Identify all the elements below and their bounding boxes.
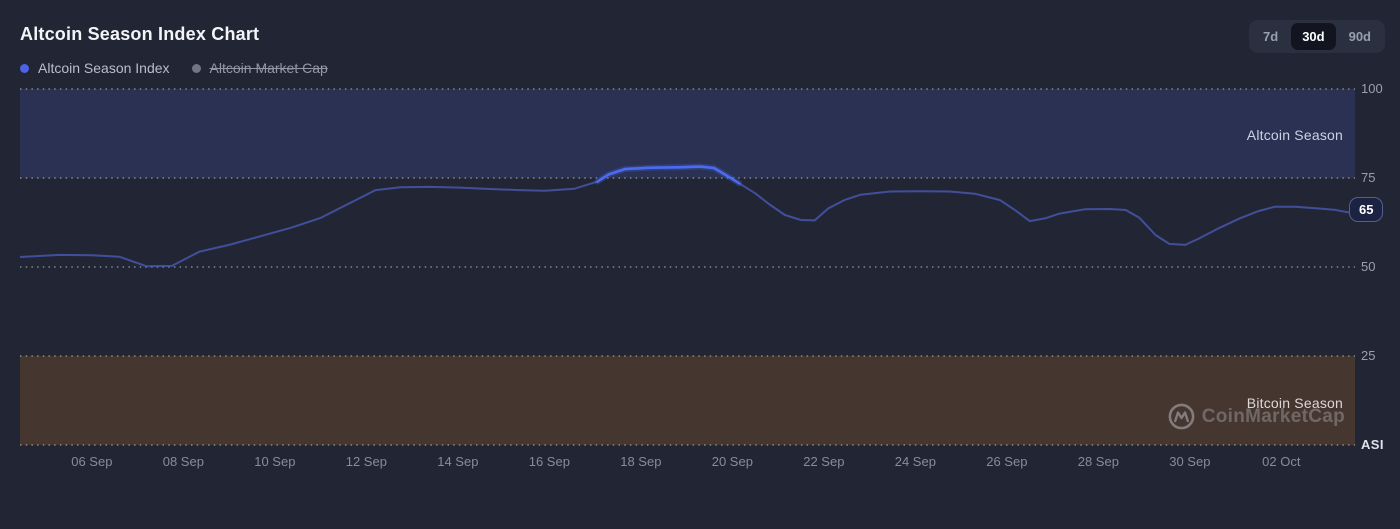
x-axis-label: 22 Sep	[803, 454, 845, 469]
altcoin-season-band	[20, 89, 1355, 178]
bitcoin-season-band	[20, 356, 1355, 445]
legend-item[interactable]: Altcoin Season Index	[20, 60, 170, 76]
x-axis-label: 16 Sep	[528, 454, 570, 469]
y-axis-label-50: 50	[1361, 259, 1376, 274]
watermark-text: CoinMarketCap	[1201, 405, 1345, 427]
range-button-7d[interactable]: 7d	[1252, 23, 1289, 50]
index-line-highlight	[596, 165, 741, 185]
x-axis-label: 08 Sep	[162, 454, 204, 469]
chart-svg[interactable]	[20, 80, 1355, 456]
x-axis-label: 20 Sep	[711, 454, 753, 469]
legend-label: Altcoin Market Cap	[209, 60, 328, 76]
range-button-90d[interactable]: 90d	[1338, 23, 1382, 50]
bitcoin-season-band-label: Bitcoin Season	[1246, 395, 1343, 411]
legend-item[interactable]: Altcoin Market Cap	[191, 60, 328, 76]
altcoin-season-band-label: Altcoin Season	[1246, 127, 1343, 143]
index-line	[20, 165, 1355, 268]
range-selector: 7d 30d 90d	[1249, 20, 1385, 53]
legend-dot-icon	[191, 63, 201, 73]
y-axis-name: ASI	[1361, 437, 1384, 452]
x-axis-label: 24 Sep	[894, 454, 936, 469]
range-button-30d[interactable]: 30d	[1291, 23, 1336, 50]
x-axis-label: 14 Sep	[437, 454, 479, 469]
x-axis-labels: 06 Sep 08 Sep 10 Sep 12 Sep 14 Sep 16 Sep 18 S…	[0, 454, 1400, 474]
chart-legend: Altcoin Season Index Altcoin Market Cap	[20, 60, 328, 76]
y-axis-label-100: 100	[1361, 81, 1383, 96]
x-axis-label: 30 Sep	[1169, 454, 1211, 469]
page-title: Altcoin Season Index Chart	[20, 24, 260, 44]
x-axis-label: 12 Sep	[345, 454, 387, 469]
x-axis-label: 06 Sep	[71, 454, 113, 469]
legend-dot-icon	[20, 63, 29, 73]
x-axis-label: 18 Sep	[620, 454, 662, 469]
coinmarketcap-logo-icon	[1168, 403, 1195, 430]
y-axis-label-25: 25	[1361, 348, 1376, 363]
legend-label: Altcoin Season Index	[38, 60, 170, 76]
y-axis-label-75: 75	[1361, 170, 1376, 185]
x-axis-label: 26 Sep	[986, 454, 1028, 469]
x-axis-label: 10 Sep	[254, 454, 296, 469]
x-axis-label: 28 Sep	[1077, 454, 1119, 469]
coinmarketcap-watermark: CoinMarketCap	[1168, 403, 1345, 430]
current-value-badge: 65	[1349, 197, 1384, 222]
x-axis-label: 02 Oct	[1262, 454, 1301, 469]
